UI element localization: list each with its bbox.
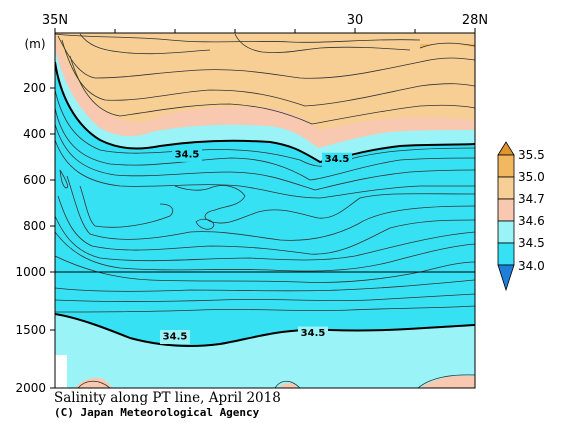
y-tick-label: 800 [23,219,46,233]
y-tick-label: 200 [23,81,46,95]
contour-line [55,255,475,283]
salinity-contour-lines [55,33,475,388]
y-tick-label: 1500 [15,323,46,337]
y-tick-label: 600 [23,173,46,187]
contour-label-text: 34.5 [301,328,326,339]
contour-line [57,195,475,255]
contour-line [57,35,475,79]
contour-line [55,139,475,199]
contour-label: 34.5 [160,330,190,344]
colorbar-segment [497,220,515,244]
contour-line [77,380,111,388]
contour-line [69,55,475,125]
colorbar-segment [497,198,515,222]
contour-line [59,169,68,189]
fill-34.6-34.7-bottom-right [420,376,475,388]
contour-label: 34.5 [322,152,352,167]
contour-label-bg [160,330,190,344]
contour-label: 34.5 [298,326,328,341]
contour-line [195,218,215,230]
depth-axis [50,87,55,389]
contour-line [55,89,475,167]
contour-line [419,42,475,49]
contour-line [55,107,475,181]
contour-line [79,33,211,55]
x-tick-label: 30 [347,13,364,28]
contour-labels: 34.5 34.5 34.5 34.5 [160,147,352,344]
y-tick-label: 1000 [15,265,46,279]
contour-line [55,231,475,272]
fill-intermediate-34.5-34.6 [55,314,475,388]
contour-34.5-lower [55,313,475,347]
fill-34.6-34.7-bottom-mid [278,383,298,388]
colorbar-segment [497,154,515,178]
contour-label-text: 34.5 [163,332,188,343]
colorbar-label: 35.0 [518,170,545,184]
salinity-fill-layer [55,33,475,388]
y-tick-label: 2000 [15,381,46,395]
fill-surface-34.7-35.0 [55,33,475,130]
latitude-axis [54,28,476,33]
colorbar-label: 34.6 [518,214,545,228]
salinity-colorbar [497,141,515,292]
contour-label-text: 34.5 [325,154,350,165]
salinity-34.5-contours [55,61,475,347]
colorbar-label: 35.5 [518,148,545,162]
contour-label-bg [322,152,352,167]
contour-line [55,33,421,43]
colorbar-segment [497,242,515,266]
contour-34.5-upper [55,61,475,164]
y-tick-label: 400 [23,127,46,141]
fill-bottom-gap [55,355,67,388]
contour-line [79,185,174,228]
contour-line [174,185,475,224]
x-tick-label: 35N [42,13,68,28]
fill-surface-35.0-35.5 [420,43,475,48]
colorbar-cap-bottom [497,264,515,292]
y-unit-label: (m) [24,37,45,51]
colorbar-cap-top [497,141,515,156]
contour-label-text: 34.5 [175,149,200,160]
contour-line [55,215,475,262]
x-tick-label: 28N [462,13,488,28]
contour-line [55,279,475,292]
colorbar-segment [497,176,515,200]
plot-frame [54,32,476,389]
contour-line [55,293,475,302]
contour-line [234,33,411,53]
contour-line [55,305,475,313]
contour-line [61,39,475,107]
colorbar-label: 34.5 [518,236,545,250]
fill-34.6-34.7-bottom-left [75,377,112,388]
chart-title: Salinity along PT line, April 2018 [54,390,281,406]
contour-line [274,380,301,388]
contour-label: 34.5 [172,147,202,162]
contour-line [417,374,475,388]
contour-line [66,175,475,241]
contour-label-bg [172,147,202,162]
chart-credit: (C) Japan Meteorological Agency [54,406,260,419]
colorbar-label: 34.0 [518,259,545,273]
contour-line [55,123,475,191]
colorbar-label: 34.7 [518,192,545,206]
contour-label-bg [298,326,328,341]
